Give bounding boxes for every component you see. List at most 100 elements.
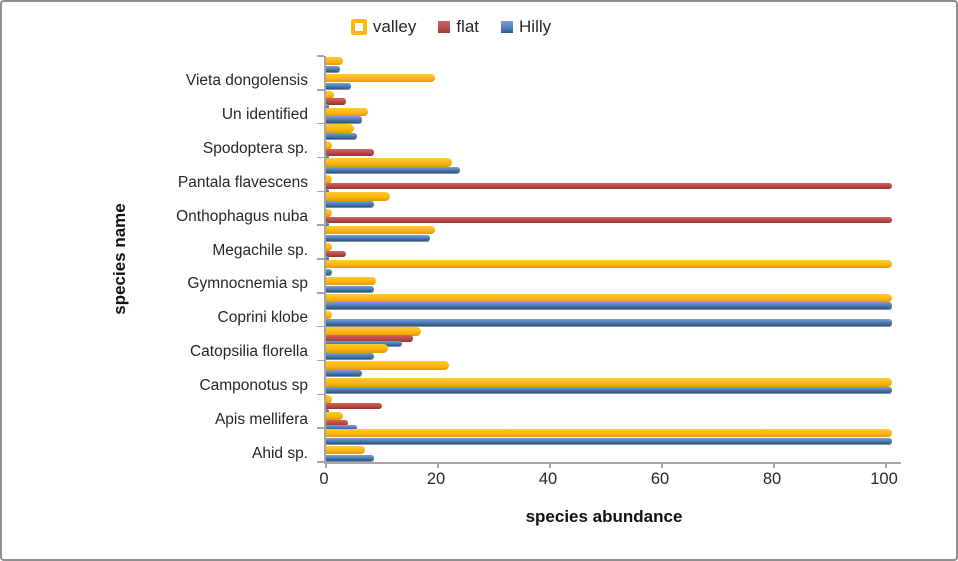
x-axis-tick-label: 20 xyxy=(426,470,446,488)
valley-swatch-icon xyxy=(350,19,367,35)
bar-valley xyxy=(326,395,332,404)
bar-row xyxy=(326,208,901,228)
bar-row xyxy=(326,141,901,160)
bar-hilly xyxy=(326,82,352,89)
legend-item-valley: valley xyxy=(350,17,417,37)
bar-row xyxy=(326,411,901,431)
bar-valley xyxy=(326,378,892,387)
x-axis-tick-label: 60 xyxy=(650,470,670,488)
bar-hilly xyxy=(326,454,374,461)
species-label: Pantala flavescens xyxy=(177,173,308,191)
x-axis-tick xyxy=(773,462,775,468)
legend-label-flat: flat xyxy=(456,17,480,36)
bar-flat xyxy=(326,98,346,105)
bar-hilly xyxy=(326,302,892,309)
bar-row xyxy=(326,158,901,175)
bar-hilly xyxy=(326,353,374,360)
species-label: Megachile sp. xyxy=(212,241,308,259)
species-label: Spodoptera sp. xyxy=(202,140,308,158)
bar-row xyxy=(326,428,901,445)
bar-valley xyxy=(326,90,335,100)
x-axis-tick-labels: 0 20 40 60 80 100 xyxy=(2,470,956,492)
bar-hilly xyxy=(326,425,357,431)
bar-valley xyxy=(326,259,892,269)
bar-row xyxy=(326,107,901,124)
bar-valley xyxy=(326,344,388,353)
bar-valley xyxy=(326,192,391,201)
bar-hilly xyxy=(326,222,329,228)
x-axis-tick xyxy=(549,462,551,468)
hilly-swatch-icon xyxy=(501,21,514,33)
x-axis-tick-label: 40 xyxy=(538,470,558,488)
bar-row xyxy=(326,259,901,276)
x-axis-tick-label: 0 xyxy=(319,470,329,488)
legend-item-flat: flat xyxy=(438,17,479,37)
bar-valley xyxy=(326,412,343,421)
y-axis-tick xyxy=(317,325,324,328)
bar-flat xyxy=(326,149,374,156)
legend-label-valley: valley xyxy=(372,17,417,36)
y-axis-tick xyxy=(317,190,324,193)
species-label: Camponotus sp xyxy=(199,376,308,394)
bar-valley xyxy=(326,158,452,167)
y-axis-tick xyxy=(317,258,324,260)
bar-row xyxy=(326,191,901,208)
bar-flat xyxy=(326,419,349,427)
bar-valley xyxy=(326,242,332,252)
bar-flat xyxy=(326,335,413,342)
y-axis-tick xyxy=(317,393,324,396)
plot-area xyxy=(317,55,901,468)
legend-item-hilly: Hilly xyxy=(501,17,551,37)
y-axis-tick xyxy=(317,461,324,463)
bar-hilly xyxy=(326,116,363,123)
y-axis-tick xyxy=(317,427,324,429)
bar-hilly xyxy=(326,154,329,160)
x-axis-title: species abundance xyxy=(525,507,683,526)
flat-swatch-icon xyxy=(438,21,451,33)
y-axis-tick xyxy=(317,55,324,57)
bar-hilly xyxy=(326,104,329,109)
bar-row xyxy=(326,242,901,262)
bar-valley xyxy=(326,107,368,116)
bar-hilly xyxy=(326,133,357,140)
bar-valley xyxy=(326,141,332,150)
bar-valley xyxy=(326,361,450,370)
species-label: Ahid sp. xyxy=(251,444,308,462)
x-axis-tick-label: 80 xyxy=(762,470,782,488)
bar-valley xyxy=(326,310,332,319)
y-axis-tick xyxy=(317,224,324,226)
bar-hilly xyxy=(326,65,340,72)
bar-row xyxy=(326,377,901,394)
bar-hilly xyxy=(326,408,329,414)
bar-hilly xyxy=(326,370,363,377)
bar-valley xyxy=(326,175,332,184)
species-label: Coprini klobe xyxy=(217,309,308,327)
bar-row xyxy=(326,225,901,242)
x-axis-tick xyxy=(437,462,439,468)
bar-hilly xyxy=(326,437,892,444)
x-axis-tick xyxy=(661,462,663,468)
bar-row xyxy=(326,174,901,194)
bar-flat xyxy=(326,183,892,190)
bar-row xyxy=(326,56,901,73)
bar-valley xyxy=(326,124,354,133)
bar-row xyxy=(326,293,901,310)
bar-hilly xyxy=(326,167,461,174)
bar-hilly xyxy=(326,200,374,208)
bar-hilly xyxy=(326,340,402,346)
y-axis-tick xyxy=(317,89,324,91)
y-axis-tick xyxy=(317,359,324,362)
bar-row xyxy=(326,445,901,462)
species-label: Apis mellifera xyxy=(214,410,308,428)
bar-row xyxy=(326,90,901,109)
bar-valley xyxy=(326,73,436,83)
bar-row xyxy=(326,361,901,378)
bar-row xyxy=(326,276,901,293)
species-label: Vieta dongolensis xyxy=(185,72,308,90)
bar-row xyxy=(326,124,901,141)
bar-row xyxy=(326,327,901,346)
y-axis-tick xyxy=(317,156,324,159)
bar-row xyxy=(326,344,901,361)
bar-flat xyxy=(326,402,382,410)
